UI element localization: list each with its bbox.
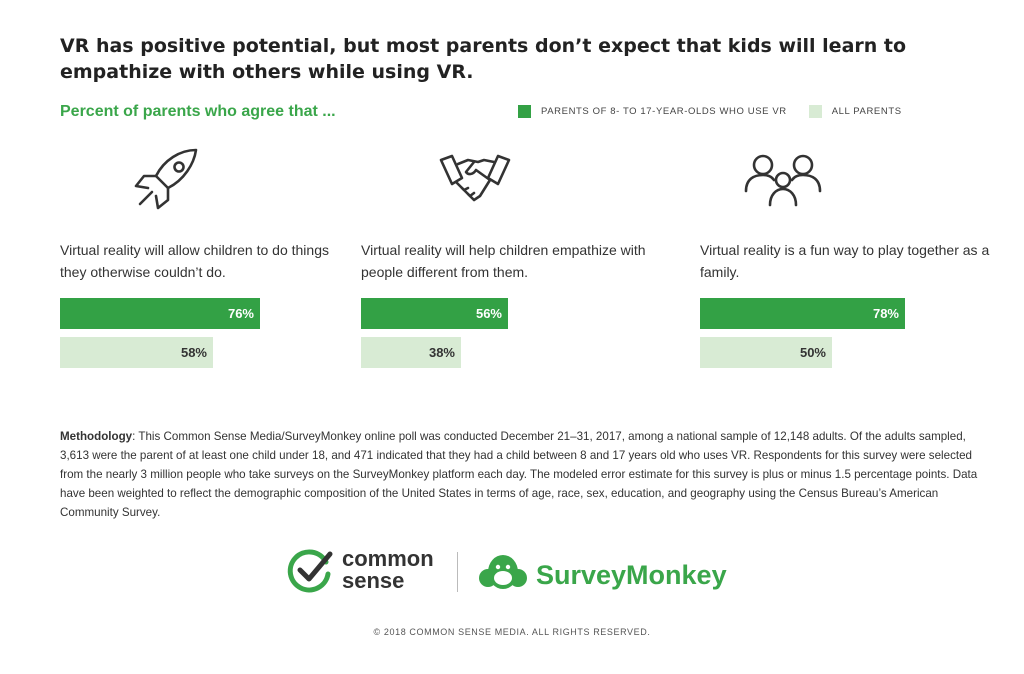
- legend-label-all-parents: ALL PARENTS: [831, 105, 902, 117]
- legend-item-all-parents: ALL PARENTS: [808, 104, 902, 118]
- legend-swatch-all-parents: [808, 104, 822, 118]
- copyright: © 2018 COMMON SENSE MEDIA. ALL RIGHTS RE…: [373, 627, 651, 637]
- handshake-icon: [438, 152, 512, 202]
- common-sense-logo-line2: sense: [342, 568, 405, 593]
- bar-all-parents-1: 58%: [60, 337, 213, 368]
- page-title: VR has positive potential, but most pare…: [60, 35, 907, 83]
- methodology-text: : This Common Sense Media/SurveyMonkey o…: [60, 430, 978, 519]
- rocket-icon: [132, 146, 202, 212]
- methodology-note: Methodology: This Common Sense Media/Sur…: [60, 427, 980, 522]
- bar-vr-parents-3: 78%: [700, 298, 905, 329]
- common-sense-checkmark-icon: [286, 546, 334, 599]
- surveymonkey-logo-text: SurveyMonkey: [536, 560, 727, 590]
- legend-item-vr-parents: PARENTS OF 8- TO 17-YEAR-OLDS WHO USE VR: [518, 104, 787, 118]
- surveymonkey-monkey-icon: [476, 552, 530, 595]
- bar-vr-parents-2: 56%: [361, 298, 508, 329]
- legend-label-vr-parents: PARENTS OF 8- TO 17-YEAR-OLDS WHO USE VR: [541, 105, 787, 117]
- methodology-label: Methodology: [60, 430, 133, 443]
- legend: PARENTS OF 8- TO 17-YEAR-OLDS WHO USE VR…: [518, 104, 924, 118]
- legend-swatch-vr-parents: [518, 104, 531, 118]
- common-sense-logo-line1: common: [342, 546, 434, 571]
- bar-all-parents-2: 38%: [361, 337, 461, 368]
- statement-2: Virtual reality will help children empat…: [361, 242, 646, 280]
- common-sense-logo-text: common sense: [342, 548, 434, 592]
- logos: common sense SurveyMonkey: [286, 546, 756, 602]
- logo-divider: [457, 552, 458, 592]
- bar-all-parents-3: 50%: [700, 337, 832, 368]
- family-icon: [742, 151, 824, 207]
- statement-1: Virtual reality will allow children to d…: [60, 242, 329, 280]
- statement-3: Virtual reality is a fun way to play tog…: [700, 242, 990, 280]
- chart-subtitle: Percent of parents who agree that ...: [60, 103, 336, 120]
- bar-vr-parents-1: 76%: [60, 298, 260, 329]
